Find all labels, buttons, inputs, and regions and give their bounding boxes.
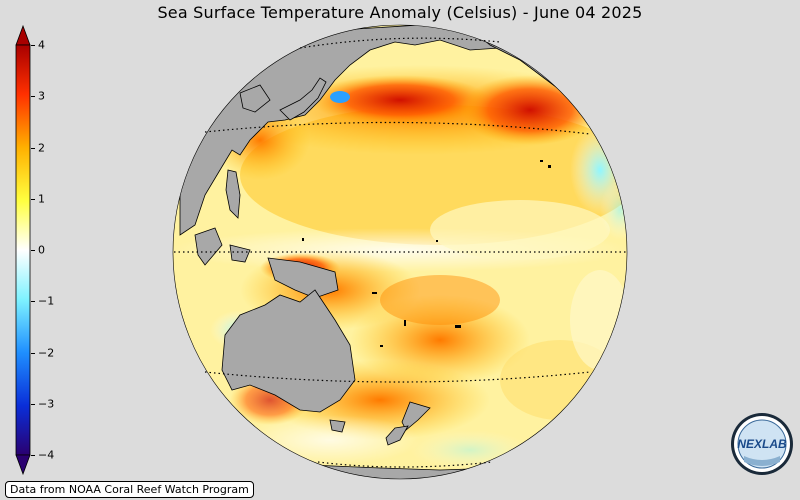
colorbar-tick-label: 4 [38, 38, 45, 52]
colorbar-tick-label: 0 [38, 243, 45, 257]
latitude-line-north-high [299, 37, 501, 49]
graticule-lines [174, 37, 626, 468]
nz-north-island [401, 401, 431, 431]
colorbar-tick-label: −1 [38, 294, 55, 308]
colorbar-min-arrow [15, 454, 31, 476]
sst-anomaly-field [173, 25, 627, 479]
map-title: Sea Surface Temperature Anomaly (Celsius… [157, 3, 643, 22]
colorbar: 4 3 2 1 0 −1 −2 −3 −4 [0, 0, 60, 500]
colorbar-tick-label: 3 [38, 89, 45, 103]
colorbar-tick [31, 45, 35, 46]
colorbar-graphic [15, 24, 31, 476]
colorbar-tick [31, 96, 35, 98]
colorbar-tick [31, 147, 35, 149]
new-guinea-landmass [267, 257, 339, 299]
sulawesi-landmass [229, 244, 251, 263]
tasmania-landmass [329, 419, 346, 433]
philippines-landmass [225, 169, 241, 219]
globe-outline [172, 24, 628, 480]
colorbar-tick [31, 352, 35, 354]
korea-landmass [239, 84, 271, 113]
data-credit: Data from NOAA Coral Reef Watch Program [5, 481, 254, 498]
latitude-line-north [204, 121, 591, 135]
nexlab-logo[interactable]: NEXLAB [730, 412, 794, 476]
japan-landmass [279, 77, 327, 121]
svg-text:NEXLAB: NEXLAB [737, 437, 787, 451]
colorbar-tick-label: −4 [38, 448, 55, 462]
antarctica-landmass [299, 464, 511, 479]
colorbar-tick-label: 2 [38, 141, 45, 154]
colorbar-tick-label: −2 [38, 346, 55, 359]
colorbar-tick [31, 198, 35, 200]
north-america-edge [614, 104, 627, 176]
island-specks [302, 160, 551, 347]
colorbar-tick [31, 301, 35, 303]
colorbar-tick [31, 455, 35, 456]
nz-south-island [385, 425, 409, 446]
australia-landmass [221, 289, 356, 413]
colorbar-tick-label: 1 [38, 192, 45, 206]
colorbar-tick [31, 403, 35, 405]
latitude-line-south [204, 371, 591, 383]
colorbar-tick [31, 250, 35, 251]
colorbar-tick-label: −3 [38, 397, 55, 411]
